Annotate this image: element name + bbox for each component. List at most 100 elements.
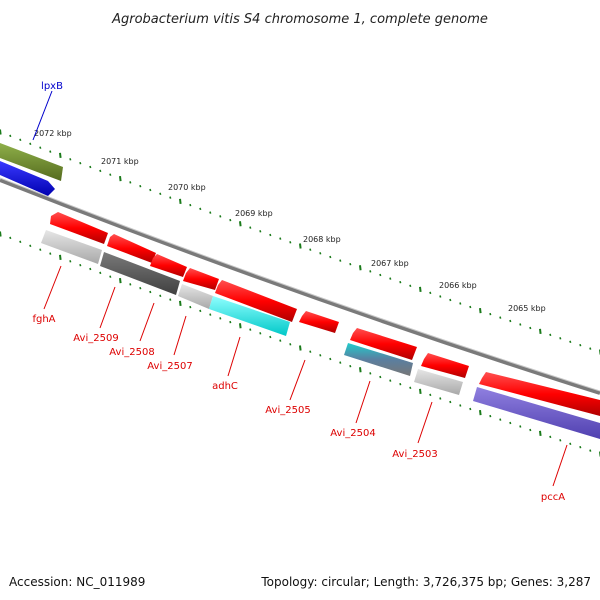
outer-ruler-tick [389, 277, 392, 280]
inner-ruler-tick [339, 361, 342, 364]
inner-ruler-tick [219, 317, 222, 320]
lpxB-gene [0, 161, 55, 196]
inner-ruler-tick [579, 445, 582, 449]
map-title: Agrobacterium vitis S4 chromosome 1, com… [111, 12, 488, 27]
inner-ruler-tick [469, 407, 472, 411]
inner-ruler-tick [49, 252, 52, 255]
inner-ruler-tick [359, 367, 362, 373]
inner-ruler-tick [99, 271, 102, 275]
outer-ruler-tick [569, 340, 572, 344]
inner-ruler-tick [279, 339, 282, 342]
outer-ruler-tick [169, 196, 172, 199]
leader-fghA [43, 265, 62, 310]
outer-ruler-tick [119, 175, 122, 182]
inner-ruler-tick [239, 323, 242, 329]
outer-ruler-tick [499, 316, 502, 319]
leader-Avi_2509 [99, 286, 116, 329]
cds-red-6 [299, 311, 339, 333]
gene-label-Avi_2504: Avi_2504 [330, 428, 375, 439]
outer-ruler-tick [399, 280, 402, 284]
outer-ruler-tick [89, 165, 92, 169]
outer-ruler-tick [19, 138, 22, 142]
gene-labels: lpxB fghA Avi_2509 Avi_2508 Avi_2507 adh… [32, 81, 565, 503]
inner-ruler-tick [409, 386, 412, 390]
outer-ruler-tick [179, 198, 182, 205]
inner-ruler-tick [59, 254, 62, 261]
olive-feature [0, 143, 63, 181]
outer-ruler-tick [209, 211, 212, 214]
outer-ruler-tick [199, 207, 202, 211]
inner-ruler-tick [509, 421, 512, 425]
ruler-label-2071: 2071 kbp [101, 157, 139, 166]
outer-ruler-tick [539, 328, 542, 335]
outer-ruler-tick [419, 286, 422, 293]
inner-ruler-tick [539, 430, 542, 437]
outer-ruler-tick [49, 150, 52, 153]
topology-text: Topology: circular; Length: 3,726,375 bp… [260, 575, 591, 589]
outer-ruler-tick [519, 323, 522, 326]
inner-ruler-tick [9, 236, 12, 240]
inner-ruler-tick [459, 404, 462, 407]
gene-label-lpxB: lpxB [41, 81, 63, 92]
inner-ruler-tick [199, 309, 202, 313]
inner-ruler-tick [389, 379, 392, 382]
inner-ruler-tick [39, 248, 42, 251]
outer-ruler-tick [579, 343, 582, 347]
outer-ruler-tick [99, 169, 102, 173]
leader-Avi_2508 [139, 302, 155, 342]
label-leader-lines [32, 90, 568, 487]
outer-ruler-ticks [0, 129, 600, 355]
inner-ruler-tick [439, 397, 442, 400]
outer-ruler-tick [409, 284, 412, 288]
outer-ruler-tick [229, 218, 232, 222]
cds-red-5 [215, 280, 297, 322]
inner-ruler-tick [479, 409, 482, 416]
outer-ruler-tick [479, 307, 482, 314]
cds-red-4 [183, 268, 219, 290]
inner-ruler-tick [149, 290, 152, 294]
inner-ruler-tick [319, 354, 322, 357]
outer-ruler-tick [299, 243, 302, 249]
outer-ruler-tick [149, 188, 152, 192]
outer-ruler-tick [529, 326, 532, 330]
inner-ruler-tick [179, 300, 182, 307]
leader-Avi_2507 [173, 315, 187, 356]
outer-ruler-tick [59, 152, 62, 159]
inner-ruler-tick [0, 231, 2, 237]
gene-label-fghA: fghA [32, 314, 55, 325]
inner-ruler-tick [429, 393, 432, 397]
inner-ruler-tick [449, 400, 452, 404]
gene-label-Avi_2509: Avi_2509 [73, 333, 118, 344]
outer-ruler-tick [129, 181, 132, 184]
cds-red-3 [150, 254, 187, 277]
inner-ruler-tick [29, 244, 32, 248]
outer-ruler-tick [509, 319, 512, 323]
inner-ruler-tick [519, 425, 522, 428]
cds-red-7 [350, 328, 417, 360]
inner-ruler-tick [529, 428, 532, 432]
Avi_2503-gene [414, 369, 463, 395]
outer-ruler-tick [319, 252, 322, 255]
inner-ruler-tick [549, 435, 552, 439]
outer-ruler-tick [589, 347, 592, 350]
inner-ruler-tick [19, 240, 22, 244]
Avi_2508-gene [178, 284, 213, 309]
Avi_2504-gene [344, 343, 413, 376]
outer-ruler-tick [449, 298, 452, 302]
forward-cds-track [50, 212, 600, 416]
cds-red-9 [479, 372, 600, 416]
inner-ruler-tick [289, 343, 292, 346]
gene-label-pccA: pccA [541, 492, 565, 503]
inner-ruler-tick [489, 414, 492, 418]
outer-ruler-tick [369, 270, 372, 273]
outer-ruler-tick [289, 241, 292, 244]
ruler-label-2066: 2066 kbp [439, 281, 477, 290]
leader-Avi_2504 [355, 380, 371, 424]
outer-ruler-tick [379, 273, 382, 277]
inner-ruler-tick [589, 449, 592, 452]
inner-ruler-tick [499, 418, 502, 421]
outer-ruler-tick [279, 237, 282, 240]
outer-ruler-tick [469, 305, 472, 309]
outer-ruler-tick [189, 203, 192, 207]
gene-label-Avi_2508: Avi_2508 [109, 347, 154, 358]
